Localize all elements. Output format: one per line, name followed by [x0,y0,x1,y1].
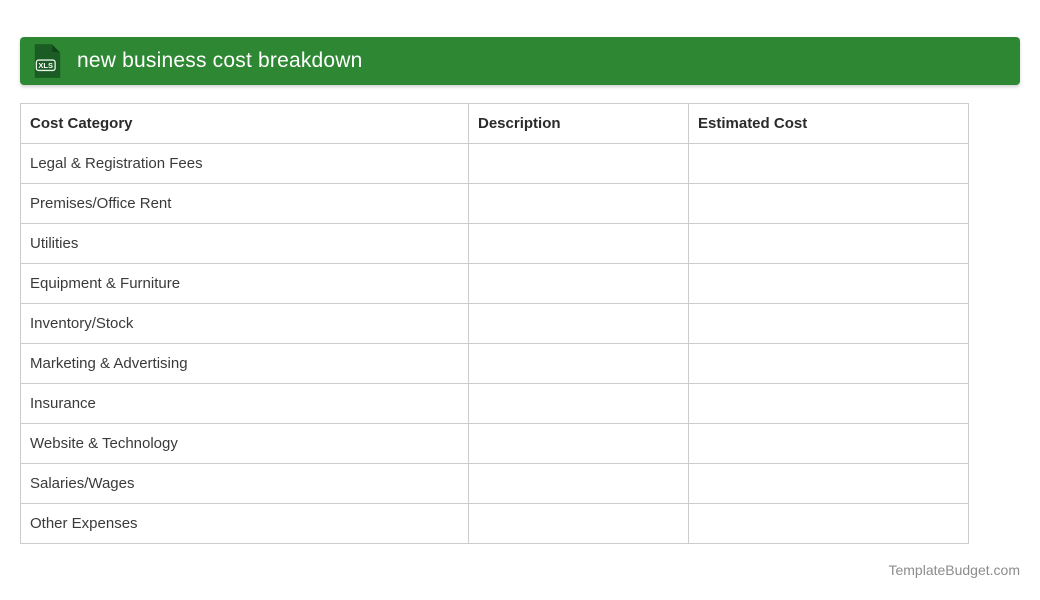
table-row: Utilities [20,223,969,264]
description-cell [468,223,689,264]
site-credit: TemplateBudget.com [888,562,1020,578]
cost-category-cell: Equipment & Furniture [20,263,469,304]
table-row: Salaries/Wages [20,463,969,504]
cost-category-cell: Website & Technology [20,423,469,464]
description-cell [468,383,689,424]
table-row: Equipment & Furniture [20,263,969,304]
description-cell [468,143,689,184]
estimated-cost-cell [688,223,969,264]
estimated-cost-cell [688,183,969,224]
estimated-cost-cell [688,383,969,424]
description-cell [468,463,689,504]
description-cell [468,343,689,384]
column-header-cost-category: Cost Category [20,103,469,144]
page-title: new business cost breakdown [77,49,363,72]
estimated-cost-cell [688,423,969,464]
estimated-cost-cell [688,463,969,504]
cost-category-cell: Inventory/Stock [20,303,469,344]
table-row: Website & Technology [20,423,969,464]
cost-category-cell: Legal & Registration Fees [20,143,469,184]
cost-category-cell: Utilities [20,223,469,264]
estimated-cost-cell [688,303,969,344]
table-header-row: Cost Category Description Estimated Cost [20,103,969,144]
cost-category-cell: Marketing & Advertising [20,343,469,384]
table-row: Insurance [20,383,969,424]
cost-category-cell: Salaries/Wages [20,463,469,504]
description-cell [468,303,689,344]
cost-category-cell: Insurance [20,383,469,424]
xls-file-icon: XLS [34,44,61,78]
table-row: Other Expenses [20,503,969,544]
table-row: Inventory/Stock [20,303,969,344]
cost-category-cell: Premises/Office Rent [20,183,469,224]
estimated-cost-cell [688,263,969,304]
table-row: Marketing & Advertising [20,343,969,384]
description-cell [468,503,689,544]
table-row: Legal & Registration Fees [20,143,969,184]
description-cell [468,423,689,464]
table-row: Premises/Office Rent [20,183,969,224]
cost-category-cell: Other Expenses [20,503,469,544]
column-header-estimated-cost: Estimated Cost [688,103,969,144]
estimated-cost-cell [688,503,969,544]
description-cell [468,263,689,304]
estimated-cost-cell [688,343,969,384]
xls-icon-label: XLS [38,61,53,70]
column-header-description: Description [468,103,689,144]
title-bar: XLS new business cost breakdown [20,37,1020,85]
cost-breakdown-table: Cost Category Description Estimated Cost… [20,103,969,544]
estimated-cost-cell [688,143,969,184]
description-cell [468,183,689,224]
